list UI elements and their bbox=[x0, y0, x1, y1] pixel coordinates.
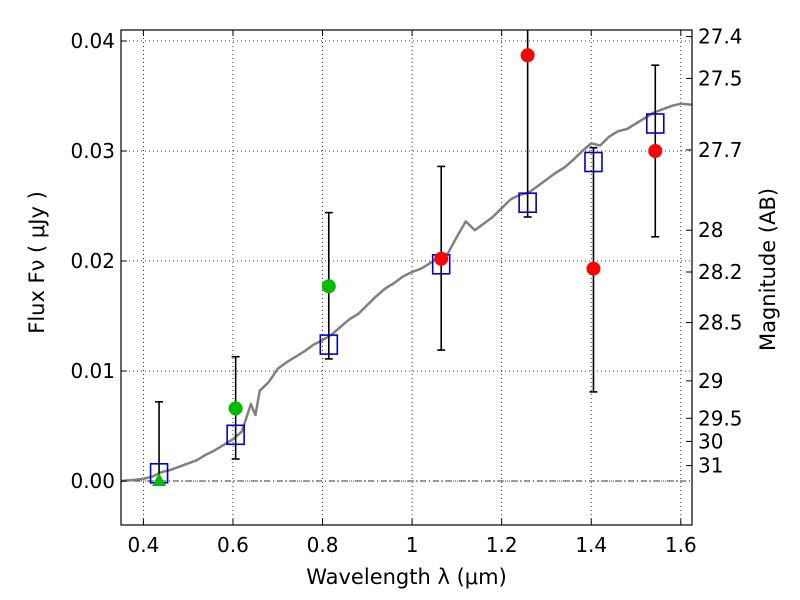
y2-axis-label: Magnitude (AB) bbox=[756, 188, 780, 351]
x-tick-label: 1.6 bbox=[665, 533, 697, 557]
y-tick-label: 0.02 bbox=[70, 249, 115, 273]
series-group bbox=[121, 30, 692, 486]
red-point bbox=[434, 251, 449, 266]
green-triangle-point bbox=[152, 473, 167, 486]
spectrum-line bbox=[121, 102, 692, 483]
x-tick-label: 0.8 bbox=[307, 533, 339, 557]
mag-tick-label: 29 bbox=[698, 369, 723, 393]
x-tick-label: 1 bbox=[406, 533, 419, 557]
red-point bbox=[586, 261, 601, 276]
mag-tick-label: 30 bbox=[698, 429, 723, 453]
plot-area bbox=[121, 30, 692, 486]
model-square-point bbox=[319, 334, 339, 355]
mag-tick-label: 27.7 bbox=[698, 138, 743, 162]
green-point bbox=[321, 279, 336, 294]
y-tick-label: 0.03 bbox=[70, 139, 115, 163]
x-tick-label: 0.6 bbox=[217, 533, 249, 557]
red-point bbox=[648, 144, 663, 158]
axes-frame bbox=[120, 29, 693, 526]
mag-tick-label: 31 bbox=[698, 454, 723, 478]
x-axis-label: Wavelength λ (μm) bbox=[306, 565, 507, 589]
x-tick-label: 0.4 bbox=[127, 533, 159, 557]
grid bbox=[121, 30, 692, 525]
model-square-point bbox=[584, 151, 603, 173]
model-square-point bbox=[226, 424, 245, 446]
mag-tick-label: 29.5 bbox=[698, 406, 743, 430]
x-tick-label: 1.4 bbox=[575, 533, 607, 557]
x-tick-label: 1.2 bbox=[486, 533, 518, 557]
y-axis-label: Flux Fν ( μJy ) bbox=[25, 191, 49, 334]
green-point bbox=[228, 401, 243, 416]
model-square-point bbox=[518, 192, 537, 213]
y-tick-label: 0.01 bbox=[70, 359, 115, 383]
model-square-point bbox=[645, 113, 665, 134]
ticks: 0.4 0.6 0.8 1 1.2 1.4 1.6 0.00 0.01 0.02 0.03 0.04 2… bbox=[70, 25, 742, 557]
mag-tick-label: 27.4 bbox=[698, 25, 743, 49]
mag-tick-label: 28.2 bbox=[698, 260, 743, 284]
y-tick-label: 0.04 bbox=[70, 29, 115, 53]
mag-tick-label: 27.5 bbox=[698, 66, 743, 90]
mag-tick-label: 28 bbox=[698, 218, 723, 242]
y-tick-label: 0.00 bbox=[70, 469, 115, 493]
red-point bbox=[520, 48, 535, 63]
mag-tick-label: 28.5 bbox=[698, 311, 743, 335]
